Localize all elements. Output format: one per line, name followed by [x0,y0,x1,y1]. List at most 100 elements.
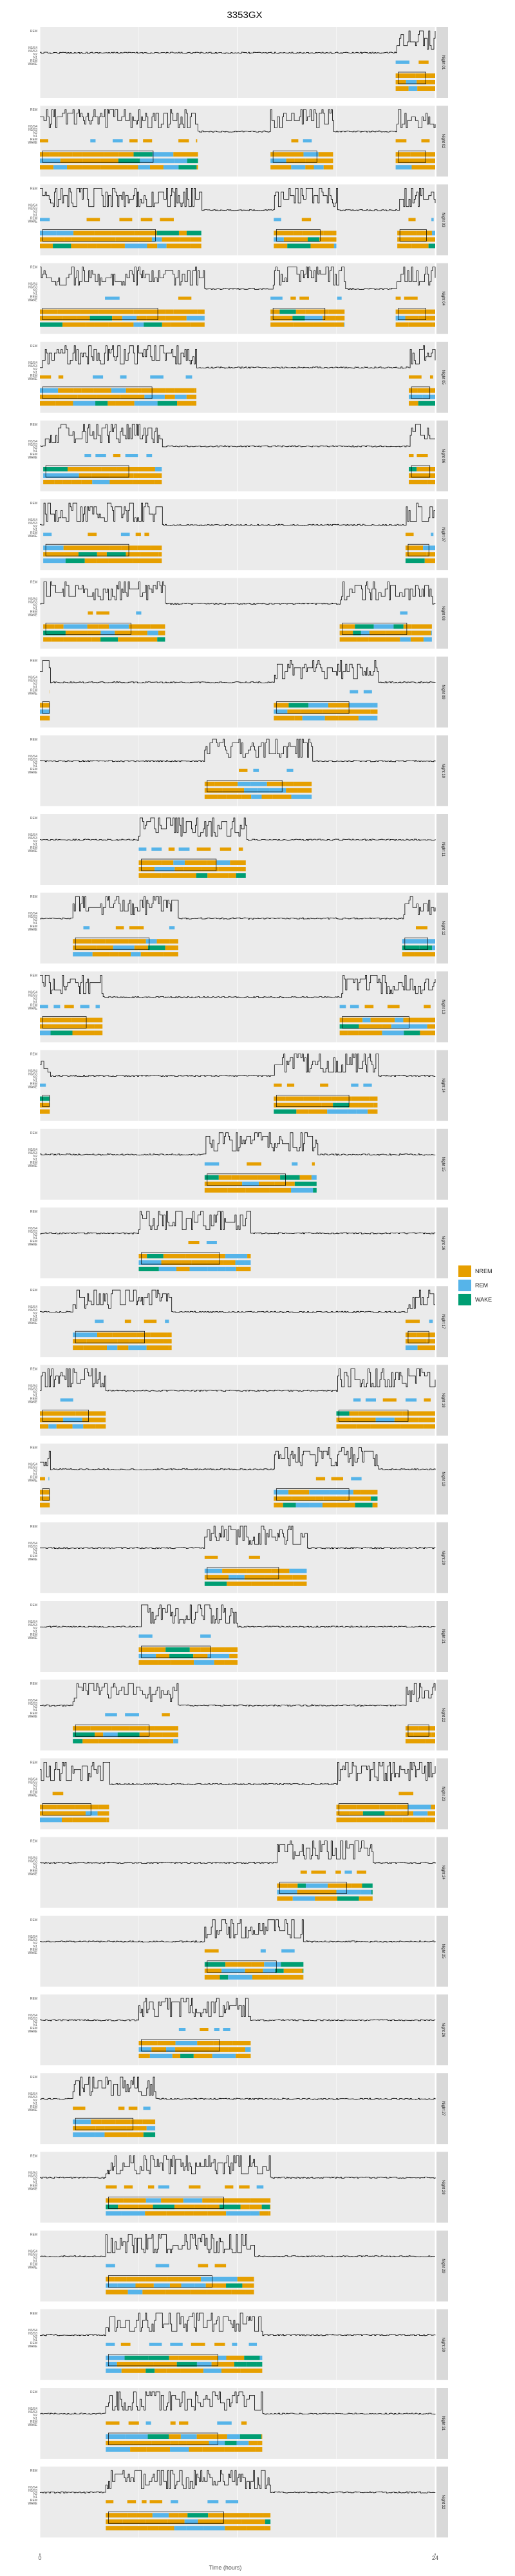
stage-bar [138,2054,150,2058]
stage-bar [305,309,329,314]
stage-outline [75,937,150,950]
state-line [40,975,436,998]
stage-bar [113,945,135,951]
y-tick-label: REM [30,580,37,584]
stage-bar [153,158,175,164]
stage-bar [43,473,64,478]
y-tick-label: N2 [33,603,38,607]
stage-bar [247,1254,251,1258]
stage-bar [194,388,197,393]
stage-bar [162,237,180,242]
stage-bar [52,1411,76,1416]
y-tick-label: N3/S3 [28,758,37,762]
stage-bar [308,237,320,242]
top-stage-bar [335,1870,341,1874]
stage-bar [426,1739,435,1744]
stage-bar [193,2211,208,2216]
state-line [40,188,436,211]
top-stage-bar [207,2500,219,2504]
stage-bar [229,1654,238,1658]
top-stage-bar [395,296,401,300]
stage-bar [97,1332,113,1338]
stage-bar [357,637,369,642]
stage-bar [225,1267,236,1271]
stage-bar [83,1345,108,1350]
stage-bar [73,231,95,236]
stage-bar [147,2434,169,2439]
top-stage-bar [225,2500,239,2504]
top-stage-bar [170,2421,176,2425]
y-tick-label: N2 [33,1470,38,1473]
stage-bar [229,2047,245,2052]
stage-bar [211,1647,225,1652]
stage-outline [404,937,428,950]
y-tick-label: N1 [33,528,38,532]
stage-bar [40,1103,50,1108]
stage-outline [108,2511,224,2524]
top-stage-bar [270,296,283,300]
y-tick-label: WAKE [28,1873,37,1877]
stage-bar [427,480,435,484]
state-line [40,739,436,762]
stage-bar [140,1339,164,1344]
y-tick-label: REM [30,1790,37,1794]
top-stage-bar [106,2185,117,2189]
stage-bar [97,945,113,951]
stage-bar [418,316,429,321]
stage-outline [207,780,283,793]
stage-bar [287,709,301,714]
stage-bar [336,1804,357,1810]
stage-bar [249,2204,262,2210]
top-stage-bar [387,1005,400,1009]
y-tick-label: N3/S3 [28,2489,37,2493]
y-tick-label: N2 [33,1627,38,1631]
stage-bar [58,388,74,393]
top-stage-bar [382,1398,397,1402]
stage-bar [82,1739,99,1744]
stage-bar [337,1896,359,1901]
stage-bar [395,158,410,164]
stage-bar [301,709,323,714]
stage-bar [193,2054,212,2058]
stage-bar [73,1345,84,1350]
stage-bar [409,467,417,471]
stage-bar [43,467,68,471]
top-stage-bar [311,1870,326,1874]
stage-bar [429,473,435,478]
top-stage-bar [178,296,192,300]
stage-bar [353,1490,361,1495]
stage-bar [180,2368,203,2373]
stage-bar [328,1883,352,1888]
y-tick-label: N2 [33,1233,38,1237]
y-tick-label: N3/S3 [28,1545,37,1549]
stage-bar [426,1339,435,1344]
top-stage-bar [171,2500,178,2504]
stage-bar [138,2204,153,2210]
stage-bar [40,401,56,406]
stage-bar [154,480,162,484]
stage-bar [118,2204,139,2210]
stage-bar [313,1188,317,1193]
stage-bar [140,552,159,557]
stage-bar [40,1490,50,1495]
stage-bar [423,545,435,551]
y-tick-label: REM [30,1240,37,1244]
stage-bar [339,630,353,636]
top-stage-bar [315,1477,326,1481]
stage-bar [288,703,309,708]
top-stage-bar [80,1005,89,1009]
stage-bar [226,2355,245,2360]
y-tick-label: REM [30,1318,37,1322]
y-tick-label: N3/S3 [28,207,37,211]
stage-bar [190,243,201,249]
stage-bar [105,939,129,944]
stage-bar [147,1254,164,1258]
stage-bar [226,2211,250,2216]
stage-bar [123,2198,146,2203]
stage-bar [232,2519,241,2524]
stage-bar [95,2126,105,2131]
stage-bar [73,388,82,393]
